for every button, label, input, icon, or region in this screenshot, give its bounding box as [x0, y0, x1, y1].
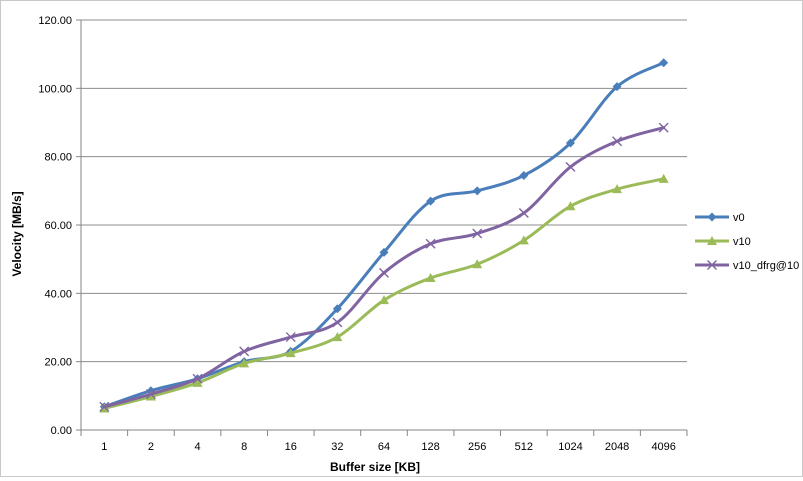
- x-tick-label: 2048: [605, 441, 629, 453]
- y-axis-title: Velocity [MB/s]: [10, 191, 24, 276]
- data-point: [285, 348, 296, 358]
- data-point: [379, 295, 389, 305]
- data-point: [472, 228, 483, 239]
- x-tick-label: 256: [468, 441, 486, 453]
- data-point: [519, 170, 529, 180]
- x-axis-title: Buffer size [KB]: [330, 460, 420, 474]
- legend-item: v10: [695, 236, 751, 248]
- data-point: [145, 389, 156, 400]
- x-tick-label: 128: [421, 441, 439, 453]
- axes: [76, 19, 688, 436]
- y-tick-label: 100.00: [38, 83, 72, 95]
- series-line: [102, 61, 666, 409]
- x-tick-labels: 1 2 4 8 16 32 64 128 256 512 1024 2048 4096: [101, 441, 676, 453]
- x-tick-label: 16: [285, 441, 297, 453]
- data-point: [145, 391, 156, 401]
- y-tick-label: 40.00: [44, 288, 72, 300]
- legend-label: v10_dfrg@10: [733, 260, 799, 272]
- x-tick-label: 32: [331, 441, 343, 453]
- x-tick-label: 1: [101, 441, 107, 453]
- data-point: [379, 267, 389, 278]
- legend-item: v10_dfrg@10: [695, 260, 799, 272]
- y-tick-labels: 0.00 20.00 40.00 60.00 80.00 100.00 120.00: [38, 15, 72, 437]
- data-point: [565, 201, 576, 211]
- data-point: [472, 186, 482, 196]
- data-point: [612, 184, 623, 194]
- data-point: [379, 247, 389, 257]
- series-lines: [99, 58, 669, 413]
- x-tick-label: 1024: [558, 441, 582, 453]
- series-v0: [99, 58, 669, 412]
- x-tick-label: 8: [241, 441, 247, 453]
- y-tick-label: 20.00: [44, 357, 72, 369]
- legend: v0 v10 v10_dfrg@10: [695, 212, 799, 272]
- x-tick-label: 2: [148, 441, 154, 453]
- data-point: [239, 346, 250, 357]
- data-point: [612, 136, 623, 147]
- data-point: [285, 332, 296, 343]
- legend-marker: [707, 212, 717, 222]
- x-tick-label: 64: [378, 441, 390, 453]
- legend-item: v0: [695, 212, 745, 224]
- series-line: [102, 126, 666, 409]
- gridlines: [81, 19, 687, 363]
- data-point: [518, 208, 529, 219]
- data-point: [192, 377, 203, 387]
- data-point: [658, 122, 669, 133]
- series-v10: [99, 173, 669, 413]
- legend-marker: [707, 260, 717, 270]
- data-point: [192, 373, 203, 384]
- data-point: [472, 259, 483, 269]
- data-point: [565, 161, 576, 172]
- data-point: [426, 196, 436, 206]
- x-tick-label: 4: [194, 441, 200, 453]
- x-tick-label: 4096: [651, 441, 675, 453]
- data-point: [332, 304, 342, 314]
- y-tick-label: 0.00: [51, 425, 72, 437]
- data-point: [518, 235, 529, 245]
- y-tick-label: 120.00: [38, 15, 72, 27]
- data-point: [99, 401, 110, 412]
- data-point: [565, 138, 575, 148]
- legend-label: v0: [733, 212, 745, 224]
- series-v10_dfrg@10: [99, 122, 669, 412]
- x-tick-label: 512: [515, 441, 533, 453]
- data-point: [332, 317, 343, 328]
- data-point: [658, 173, 669, 183]
- y-tick-label: 80.00: [44, 152, 72, 164]
- data-point: [332, 332, 343, 342]
- y-tick-label: 60.00: [44, 220, 72, 232]
- data-point: [659, 58, 669, 68]
- legend-marker: [707, 236, 717, 245]
- data-point: [425, 238, 436, 249]
- data-point: [239, 358, 250, 368]
- data-point: [612, 82, 622, 92]
- data-point: [425, 272, 436, 282]
- legend-label: v10: [733, 236, 751, 248]
